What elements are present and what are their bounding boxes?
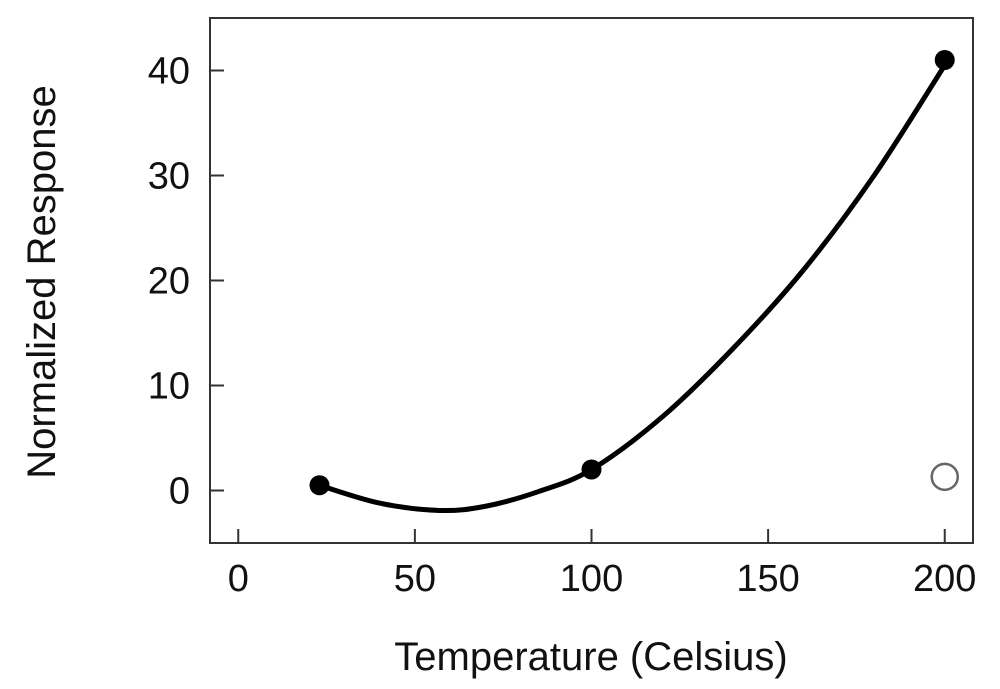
data-point: [934, 50, 955, 70]
x-axis-title: Temperature (Celsius): [394, 635, 787, 679]
open-data-point: [930, 462, 959, 492]
data-point: [309, 475, 330, 496]
x-tick-label: 100: [560, 558, 623, 600]
y-tick-label: 40: [148, 51, 190, 93]
x-tick-label: 50: [394, 558, 436, 600]
y-axis-title: Normalized Response: [20, 85, 64, 479]
y-tick-label: 0: [169, 471, 190, 513]
y-tick-label: 20: [148, 261, 190, 303]
x-tick-label: 150: [736, 558, 799, 600]
y-axis: 0 10 20 30 40: [148, 51, 224, 513]
y-tick-label: 10: [148, 366, 190, 408]
y-tick-label: 30: [148, 156, 190, 198]
data-points: [309, 50, 959, 496]
x-tick-label: 0: [228, 558, 249, 600]
fitted-curve: [318, 63, 947, 514]
x-tick-label: 200: [913, 558, 976, 600]
x-axis: 0 50 100 150 200: [228, 529, 976, 600]
data-point: [581, 459, 602, 480]
